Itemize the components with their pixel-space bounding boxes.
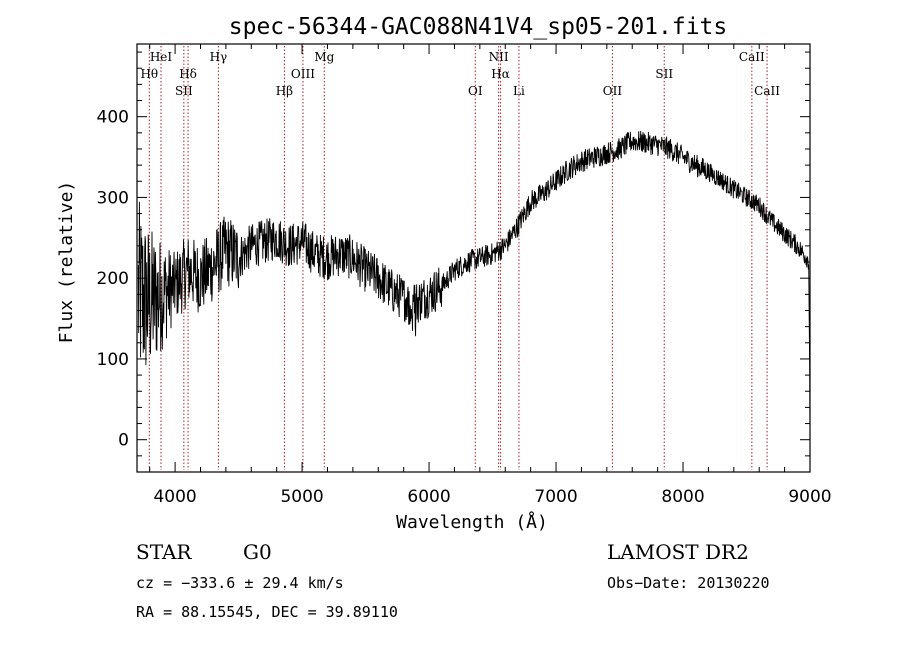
spectrum-series bbox=[137, 130, 811, 440]
object-class: STAR bbox=[136, 540, 192, 564]
y-tick-label: 400 bbox=[97, 108, 129, 128]
y-tick-label: 0 bbox=[118, 431, 129, 451]
spectral-line-label: Hθ bbox=[140, 67, 158, 81]
coordinates: RA = 88.15545, DEC = 39.89110 bbox=[136, 603, 398, 621]
x-tick-label: 7000 bbox=[534, 487, 577, 507]
x-tick-label: 9000 bbox=[788, 487, 831, 507]
chart-title: spec-56344-GAC088N41V4_sp05-201.fits bbox=[229, 14, 728, 40]
y-tick-label: 200 bbox=[97, 269, 129, 289]
spectral-line-label: SII bbox=[175, 84, 193, 98]
spectral-line-label: Hβ bbox=[276, 84, 293, 98]
y-tick-label: 300 bbox=[97, 188, 129, 208]
spectral-line-label: Li bbox=[513, 84, 525, 98]
y-tick-label: 100 bbox=[97, 350, 129, 370]
plot-frame bbox=[136, 43, 811, 473]
spectral-line-label: SII bbox=[655, 67, 673, 81]
redshift-velocity: cz = −333.6 ± 29.4 km/s bbox=[136, 574, 344, 592]
y-axis-label: Flux (relative) bbox=[56, 181, 77, 344]
observation-date: Obs−Date: 20130220 bbox=[607, 574, 770, 592]
spectral-line-label: Hγ bbox=[210, 50, 228, 64]
spectral-line-label: CaII bbox=[739, 50, 765, 64]
spectral-line-label: NII bbox=[489, 50, 509, 64]
spectral-line-label: Hα bbox=[491, 67, 510, 81]
survey-name: LAMOST DR2 bbox=[607, 540, 749, 564]
spectral-line-label: Mg bbox=[314, 50, 334, 64]
spectral-line-label: OI bbox=[468, 84, 483, 98]
spectral-line-label: Hδ bbox=[179, 67, 197, 81]
spectral-line-label: OIII bbox=[291, 67, 315, 81]
spectrum-line bbox=[137, 130, 811, 440]
x-tick-label: 6000 bbox=[407, 487, 450, 507]
y-axis-ticks: 0 100 200 300 400 bbox=[97, 51, 810, 457]
subclass: G0 bbox=[243, 540, 272, 564]
x-tick-label: 5000 bbox=[280, 487, 323, 507]
x-tick-label: 8000 bbox=[661, 487, 704, 507]
x-axis-ticks: 4000 5000 6000 7000 8000 9000 bbox=[149, 44, 832, 507]
x-tick-label: 4000 bbox=[153, 487, 196, 507]
spectral-line-label: HeI bbox=[150, 50, 173, 64]
spectral-line-label: CaII bbox=[754, 84, 780, 98]
x-axis-label: Wavelength (Å) bbox=[396, 511, 548, 533]
spectral-line-label: OII bbox=[603, 84, 623, 98]
